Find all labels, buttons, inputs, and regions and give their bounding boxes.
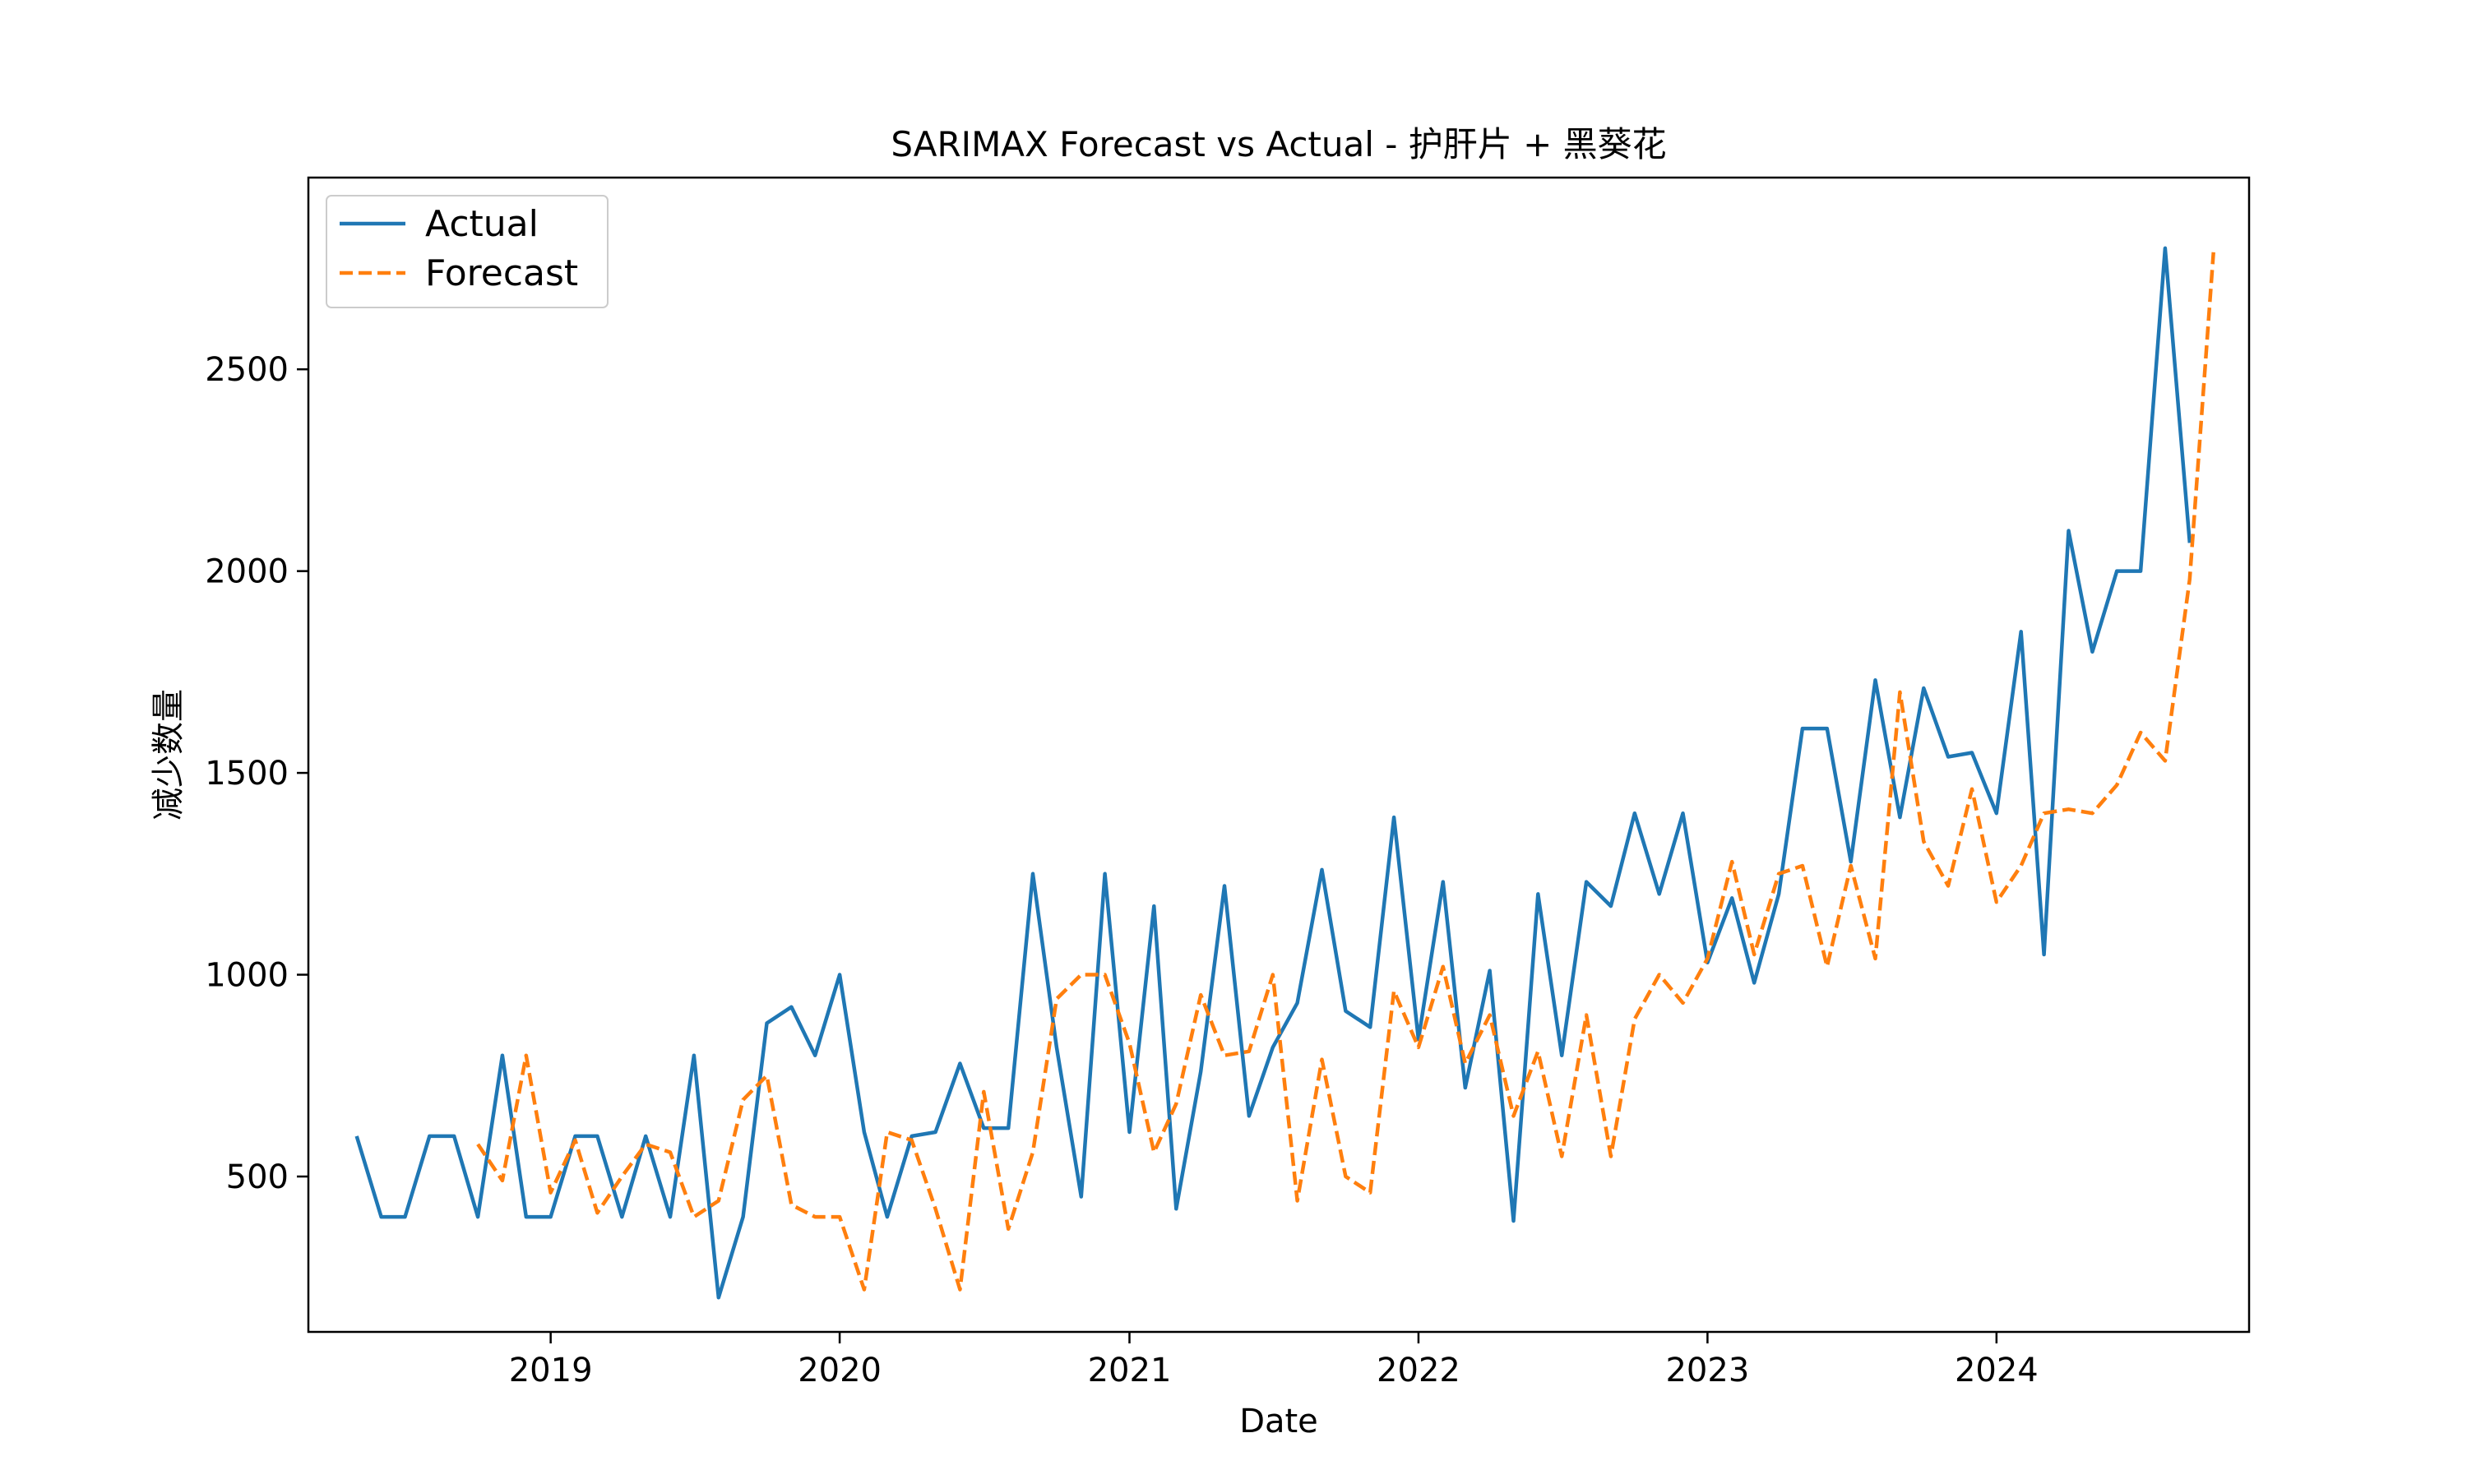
x-tick-label: 2021 [1088,1352,1172,1389]
series-layer [354,246,2215,1300]
x-tick-label: 2023 [1665,1352,1749,1389]
x-axis: 2019 2020 2021 2022 2023 2024 [509,1332,2039,1389]
chart-title: SARIMAX Forecast vs Actual - 护肝片 + 黑葵花 [891,124,1666,164]
x-tick-label: 2020 [798,1352,882,1389]
y-tick-label: 1500 [205,755,289,793]
y-tick-label: 2500 [205,351,289,389]
x-tick-label: 2022 [1377,1352,1460,1389]
plot-frame [307,176,2251,1334]
series-line-actual [354,246,2192,1300]
y-tick-label: 2000 [205,553,289,591]
x-tick-label: 2024 [1955,1352,2039,1389]
legend-entry-forecast: Forecast [425,252,578,294]
legend: Actual Forecast [326,195,609,308]
y-axis: 500 1000 1500 2000 2500 [205,351,308,1196]
y-axis-label: 减少数量 [150,689,187,821]
x-axis-label: Date [1239,1403,1318,1440]
y-tick-label: 500 [226,1158,289,1196]
y-tick-label: 1000 [205,957,289,995]
x-tick-label: 2019 [509,1352,593,1389]
legend-entry-actual: Actual [425,203,539,245]
series-line-forecast [476,252,2215,1292]
